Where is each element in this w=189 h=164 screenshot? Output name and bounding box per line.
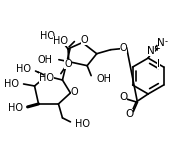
Text: HO: HO [8,103,23,113]
Text: O: O [120,43,127,53]
Text: HO: HO [39,73,54,83]
Text: HO: HO [40,31,55,41]
Text: OH: OH [38,55,53,65]
Text: O: O [125,109,133,119]
Text: HO: HO [4,79,19,89]
Text: HO: HO [53,36,68,46]
Text: O: O [71,87,78,97]
Text: -: - [165,37,168,46]
Text: HO: HO [15,64,31,74]
Text: HO: HO [75,119,90,129]
Text: N: N [147,46,155,56]
Text: OH: OH [96,74,111,84]
Text: +: + [153,44,160,53]
Text: O: O [64,60,72,70]
Text: N: N [157,38,165,48]
Text: I: I [157,59,160,69]
Text: O: O [81,35,88,45]
Text: O: O [119,92,127,102]
